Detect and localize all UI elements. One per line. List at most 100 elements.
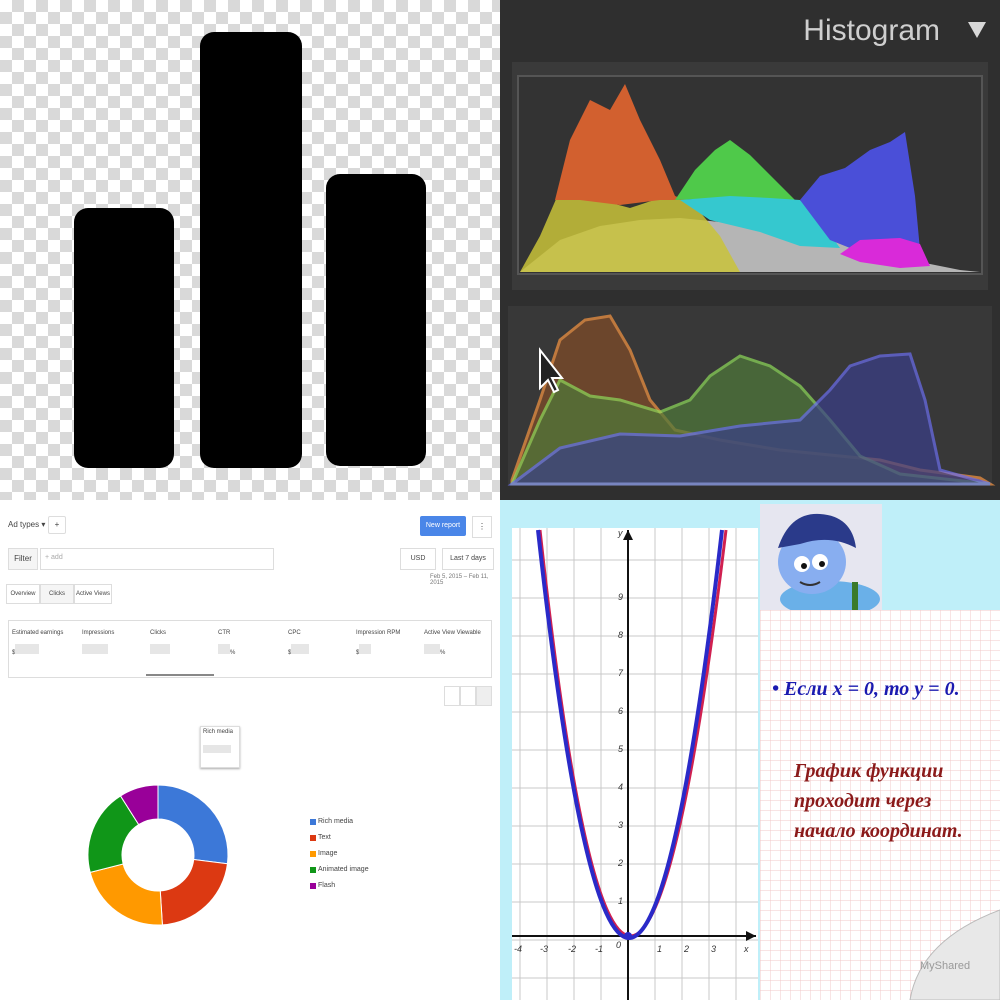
statement-text: Если x = 0, то y = 0. [784, 678, 960, 700]
origin-point [624, 932, 632, 940]
yellow-area [520, 190, 740, 272]
legend-label: Animated image [318, 866, 369, 873]
metric-label: CTR [218, 630, 231, 636]
metric-label: Impressions [82, 630, 115, 636]
metric-estimated-earnings[interactable]: Estimated earnings $ [12, 630, 63, 656]
tab-active-views[interactable]: Active Views [74, 584, 112, 604]
currency-select[interactable]: USD [400, 548, 436, 570]
watermark: MyShared [920, 960, 971, 972]
donut-chart [87, 784, 229, 926]
ad-types-dropdown[interactable]: Ad types ▾ [8, 520, 46, 529]
bar-chart-icon-bar-middle [200, 32, 302, 468]
settings-menu-button[interactable]: ⋮ [472, 516, 492, 538]
conclusion-line: начало координат. [794, 820, 963, 842]
x-tick: 2 [684, 944, 690, 954]
legend-label: Text [318, 834, 331, 841]
x-tick: -4 [514, 944, 523, 954]
legend-item-rich-media: Rich media [310, 818, 353, 825]
y-tick: 9 [618, 592, 624, 602]
date-range-select[interactable]: Last 7 days [442, 548, 494, 570]
selected-metric-underline [146, 674, 214, 676]
donut-slice-image[interactable] [89, 863, 163, 926]
x-axis-label: x [744, 944, 749, 954]
parabola-slide: y x 0 -4 -3 -2 -1 1 2 3 9 8 7 6 5 4 3 2 … [500, 500, 1000, 1000]
bar-chart-icon-panel [0, 0, 500, 500]
tab-clicks[interactable]: Clicks [40, 584, 74, 604]
blue-area [800, 132, 920, 256]
metric-impression-rpm[interactable]: Impression RPM $ [356, 630, 400, 656]
x-tick: -1 [595, 944, 604, 954]
y-axis-label: y [618, 528, 623, 538]
legend-item-animated-image: Animated image [310, 866, 369, 873]
metric-suffix: % [440, 650, 446, 656]
red-area [555, 84, 685, 205]
blue-channel-curve [507, 352, 991, 486]
donut-slice-rich-media[interactable] [157, 784, 229, 865]
legend-item-flash: Flash [310, 882, 335, 889]
metric-clicks[interactable]: Clicks [150, 630, 170, 656]
y-tick: 6 [618, 706, 624, 716]
redacted-value [424, 644, 440, 654]
y-tick: 1 [618, 896, 624, 906]
conclusion-line: График функции [794, 760, 944, 782]
legend-swatch [310, 883, 316, 889]
cyan-area [680, 196, 840, 248]
metric-label: Clicks [150, 630, 166, 636]
metric-label: Estimated earnings [12, 630, 64, 636]
filter-input[interactable]: + add [40, 548, 274, 570]
chart-type-pie-button[interactable] [476, 686, 492, 706]
x-axis-arrow [746, 931, 756, 941]
metrics-strip [8, 620, 492, 678]
metric-label: Active View Viewable [424, 630, 481, 636]
conclusion-line: проходит через [794, 790, 932, 812]
donut-slice-text[interactable] [159, 858, 229, 926]
bar-chart-icon-bar-left [74, 208, 174, 468]
legend-label: Image [318, 850, 338, 857]
legend-swatch [310, 867, 316, 873]
legend-item-image: Image [310, 850, 338, 857]
tooltip-label: Rich media [203, 729, 234, 735]
ad-types-label: Ad types [8, 520, 40, 529]
magenta-area [840, 238, 930, 268]
metric-label: CPC [288, 630, 301, 636]
metric-cpc[interactable]: CPC $ [288, 630, 310, 656]
origin-label: 0 [616, 940, 622, 950]
statement-line: • Если x = 0, то y = 0. [772, 678, 960, 700]
metric-suffix: % [230, 650, 236, 656]
metric-impressions[interactable]: Impressions [82, 630, 114, 656]
x-tick: -3 [540, 944, 549, 954]
chart-type-line-button[interactable] [444, 686, 460, 706]
legend-swatch [310, 851, 316, 857]
mouse-cursor-icon [539, 347, 565, 394]
parabola-graph [512, 528, 758, 1000]
new-report-button[interactable]: New report [420, 516, 466, 536]
redacted-value [291, 644, 310, 654]
chart-type-bar-button[interactable] [460, 686, 476, 706]
date-span-label: Feb 5, 2015 – Feb 11, 2015 [430, 574, 489, 586]
metric-prefix: $ [356, 650, 360, 656]
tab-overview[interactable]: Overview [6, 584, 40, 604]
metric-prefix: $ [12, 650, 16, 656]
histogram-graphs [507, 62, 996, 486]
y-tick: 3 [618, 820, 624, 830]
collapse-triangle-icon[interactable] [968, 22, 986, 38]
filter-placeholder: + add [45, 554, 63, 561]
metric-active-view-viewable[interactable]: Active View Viewable% [424, 630, 481, 656]
histogram-title: Histogram [803, 14, 940, 47]
y-tick: 7 [618, 668, 624, 678]
conclusion-text: График функции проходит через начало коо… [794, 756, 963, 846]
filter-button[interactable]: Filter [8, 548, 38, 570]
x-tick: -2 [568, 944, 577, 954]
donut-slice-flash[interactable] [119, 784, 159, 826]
add-dimension-button[interactable]: + [48, 516, 66, 534]
note-sheet [760, 610, 1000, 1000]
y-tick: 4 [618, 782, 624, 792]
metric-prefix: $ [288, 650, 292, 656]
redacted-value [82, 644, 108, 654]
metric-ctr[interactable]: CTR% [218, 630, 235, 656]
histogram-panel: Histogram [500, 0, 1000, 500]
cartoon-boy-illustration [760, 504, 882, 614]
y-axis-arrow [623, 530, 633, 540]
x-tick: 1 [657, 944, 663, 954]
y-tick: 8 [618, 630, 624, 640]
